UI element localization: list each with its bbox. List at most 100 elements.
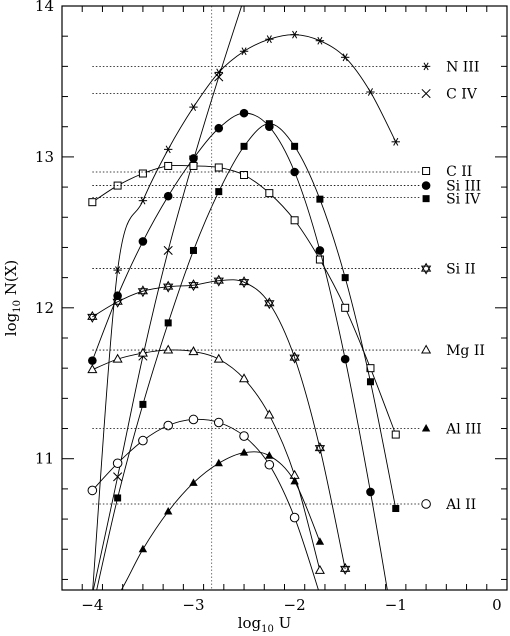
point-c-ii xyxy=(366,364,375,373)
point-si-iv xyxy=(240,142,248,150)
point-al-iii xyxy=(239,448,249,456)
point-si-ii xyxy=(289,351,300,364)
point-al-ii xyxy=(138,435,148,446)
point-c-ii xyxy=(341,303,350,312)
legend-marker-si-iv xyxy=(422,195,430,203)
y-axis-label: log10 N(X) xyxy=(2,260,23,336)
x-tick-label: −1 xyxy=(385,596,407,614)
x-tick-label: −2 xyxy=(284,596,306,614)
point-al-iii xyxy=(290,476,299,485)
curve-al-iii xyxy=(120,451,321,590)
point-si-iii xyxy=(340,354,350,364)
point-si-ii xyxy=(87,310,98,323)
series-al-ii xyxy=(87,414,319,590)
y-tick-label: 14 xyxy=(35,0,54,15)
point-n-iii xyxy=(391,137,400,146)
point-si-ii xyxy=(137,285,149,298)
point-mg-ii xyxy=(213,353,224,363)
point-mg-ii xyxy=(112,353,123,363)
legend-label-mg-ii: Mg II xyxy=(446,343,485,359)
ticks-layer: −4 −3 −2 −1 0 11 12 13 14 xyxy=(35,0,508,614)
point-al-iii xyxy=(138,544,148,553)
point-n-iii xyxy=(189,103,198,111)
point-mg-ii xyxy=(314,564,325,574)
curve-mg-ii xyxy=(92,349,321,571)
point-c-ii xyxy=(315,255,324,264)
point-c-ii xyxy=(214,163,223,172)
point-mg-ii xyxy=(87,364,98,374)
point-si-ii xyxy=(213,274,224,287)
x-tick-label: 0 xyxy=(492,596,502,614)
series-n-iii xyxy=(92,30,400,590)
point-al-ii xyxy=(87,485,98,496)
point-si-iv xyxy=(265,120,273,128)
point-si-ii xyxy=(340,562,351,575)
point-n-iii xyxy=(366,88,375,96)
point-mg-ii xyxy=(264,409,275,419)
point-n-iii xyxy=(138,196,148,205)
legend-label-n-iii: N III xyxy=(446,59,479,75)
series-layer xyxy=(87,6,400,590)
point-c-ii xyxy=(189,161,198,170)
series-si-ii xyxy=(87,274,351,575)
legend-label-si-iii: Si III xyxy=(446,179,481,195)
legend-label-c-ii: C II xyxy=(446,164,472,180)
curve-n-iii xyxy=(92,34,397,590)
point-c-ii xyxy=(88,198,97,207)
curve-c-ii xyxy=(92,164,397,435)
series-si-iv xyxy=(96,120,400,590)
y-tick-label: 12 xyxy=(35,299,54,317)
x-axis-label: log10 U xyxy=(238,614,292,635)
point-si-iv xyxy=(341,274,349,282)
series-c-ii xyxy=(88,161,400,439)
point-al-iii xyxy=(315,537,325,545)
point-mg-ii xyxy=(188,346,199,356)
point-si-ii xyxy=(238,276,250,289)
observed-lines-layer xyxy=(92,65,422,505)
point-si-iii xyxy=(163,191,173,201)
legend-marker-c-iv xyxy=(421,88,431,99)
legend-marker-si-iii xyxy=(421,181,431,190)
legend-label-al-ii: Al II xyxy=(445,497,476,513)
point-n-iii xyxy=(340,53,350,62)
point-al-ii xyxy=(112,458,123,469)
point-si-iii xyxy=(113,291,122,301)
point-n-iii xyxy=(265,35,274,44)
legend-label-si-iv: Si IV xyxy=(446,192,481,208)
point-c-ii xyxy=(391,430,400,439)
point-n-iii xyxy=(113,266,122,274)
point-si-iii xyxy=(138,237,148,246)
point-si-iv xyxy=(316,195,324,203)
point-si-iii xyxy=(189,154,198,163)
series-si-iii xyxy=(88,108,388,590)
legend-label-al-iii: Al III xyxy=(445,422,482,438)
legend-marker-al-ii xyxy=(421,499,431,509)
legend-label-c-iv: C IV xyxy=(446,87,478,103)
point-al-ii xyxy=(163,420,173,431)
point-c-iv xyxy=(163,245,173,256)
point-si-iii xyxy=(214,123,224,133)
point-al-iii xyxy=(214,458,223,467)
legend-marker-mg-ii xyxy=(421,344,432,354)
point-n-iii xyxy=(239,47,249,56)
point-si-iv xyxy=(215,188,223,196)
legend-marker-al-iii xyxy=(421,424,431,432)
legend-marker-n-iii xyxy=(421,62,431,71)
point-si-iii xyxy=(88,356,97,365)
point-si-iv xyxy=(366,378,374,386)
curve-si-iv xyxy=(96,123,397,590)
y-tick-label: 11 xyxy=(35,450,54,468)
point-si-ii xyxy=(188,279,199,292)
point-si-ii xyxy=(314,442,326,455)
point-mg-ii xyxy=(163,344,174,354)
point-si-iii xyxy=(290,167,299,177)
point-si-iv xyxy=(114,494,122,502)
point-c-ii xyxy=(164,161,173,170)
point-c-ii xyxy=(290,216,299,225)
point-si-iv xyxy=(392,505,400,513)
point-n-iii xyxy=(163,145,173,154)
point-si-iii xyxy=(366,487,375,497)
legend-label-si-ii: Si II xyxy=(446,262,476,278)
point-al-iii xyxy=(163,507,173,515)
